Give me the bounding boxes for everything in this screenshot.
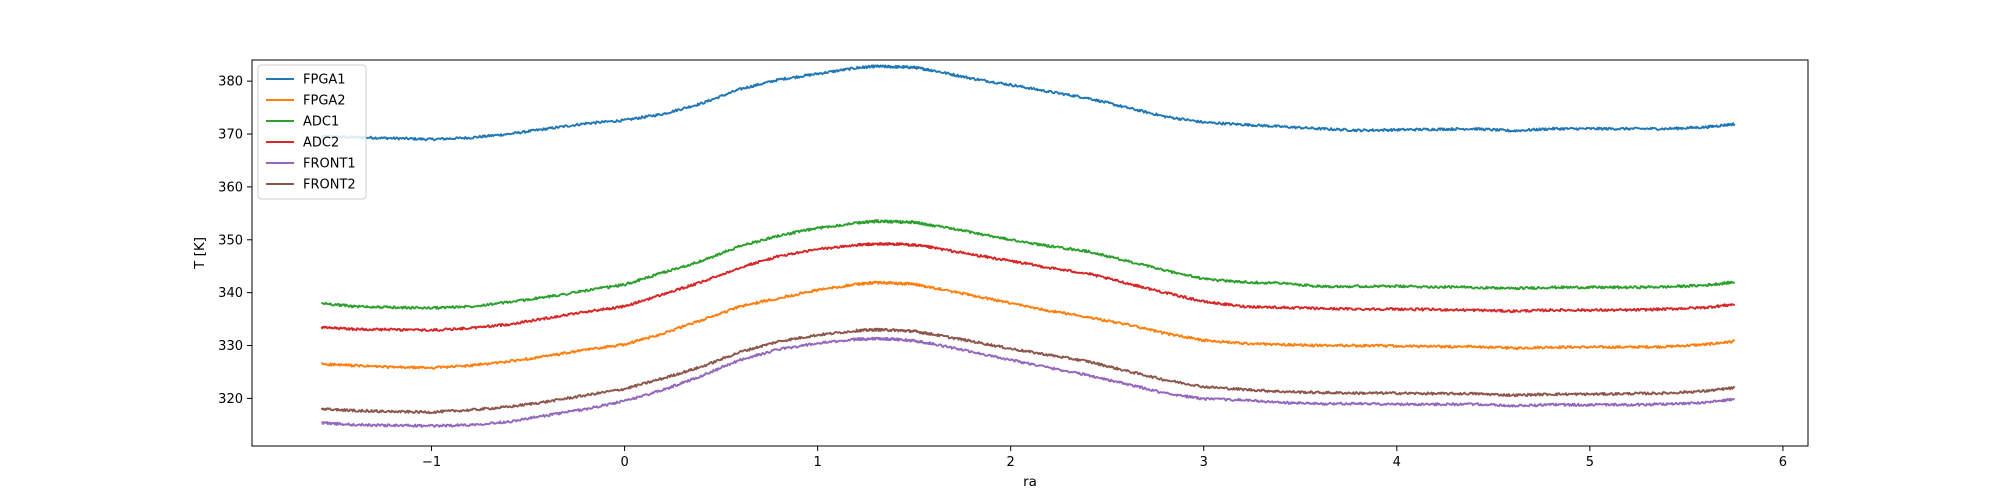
- y-tick-label: 330: [218, 339, 243, 354]
- legend-box: [257, 64, 367, 200]
- x-tick-label: 6: [1779, 455, 1787, 470]
- y-tick-label: 320: [218, 392, 243, 407]
- legend-label-fpga1: FPGA1: [303, 73, 346, 88]
- x-tick-label: 1: [814, 455, 822, 470]
- legend-label-adc2: ADC2: [303, 136, 339, 151]
- x-tick-label: 5: [1586, 455, 1594, 470]
- ticks-layer: −1 0 1 2 3 4 5 6 320 330 340 350 360 370 380: [218, 75, 1787, 470]
- series-layer: [320, 64, 1736, 428]
- legend-label-adc1: ADC1: [303, 115, 339, 130]
- x-tick-label: 3: [1200, 455, 1208, 470]
- x-tick-label: 2: [1007, 455, 1015, 470]
- series-line-fpga1: [320, 64, 1736, 142]
- y-tick-label: 380: [218, 75, 243, 90]
- y-tick-label: 360: [218, 180, 243, 195]
- series-line-fpga2: [321, 280, 1736, 370]
- y-tick-label: 350: [218, 233, 243, 248]
- legend-label-fpga2: FPGA2: [303, 94, 346, 109]
- x-tick-label: 0: [620, 455, 628, 470]
- series-line-adc2: [320, 241, 1736, 332]
- legend-label-front1: FRONT1: [303, 157, 356, 172]
- series-line-adc1: [320, 219, 1736, 310]
- series-line-front1: [321, 336, 1735, 428]
- series-line-front2: [320, 327, 1736, 415]
- x-axis-label: ra: [1023, 474, 1037, 490]
- legend-label-front2: FRONT2: [303, 178, 356, 193]
- y-tick-label: 340: [218, 286, 243, 301]
- legend: FPGA1 FPGA2 ADC1 ADC2 FRONT1 FRONT2: [257, 64, 367, 200]
- x-tick-label: −1: [422, 455, 441, 470]
- plot-frame: [251, 59, 1809, 447]
- y-tick-label: 370: [218, 128, 243, 143]
- x-tick-label: 4: [1393, 455, 1401, 470]
- y-axis-label: T [K]: [192, 237, 208, 270]
